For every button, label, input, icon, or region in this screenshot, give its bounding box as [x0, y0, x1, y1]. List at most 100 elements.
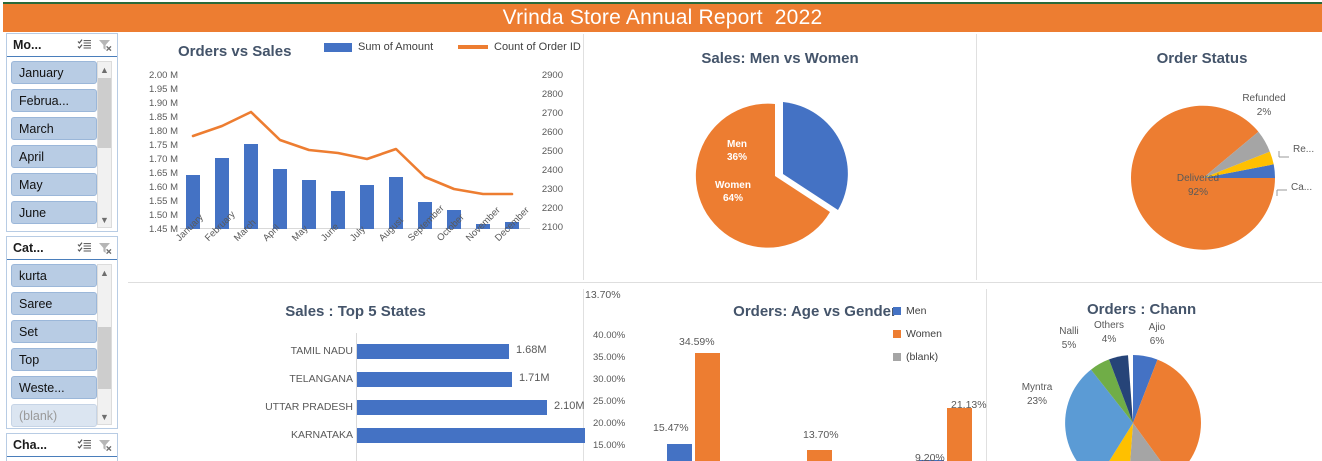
bar-january[interactable] [186, 175, 200, 229]
y-axis-left-tick: 2.00 M [148, 70, 178, 81]
panel-divider-horizontal [128, 282, 1322, 283]
bar-september[interactable] [418, 202, 432, 229]
bar-may[interactable] [302, 180, 316, 229]
clear-filter-icon[interactable] [98, 241, 113, 255]
pie-label-nalli-name: Nalli [1059, 326, 1079, 337]
slicer-item-april[interactable]: April [11, 145, 97, 168]
table-row[interactable]: TELANGANA 1.71M [128, 367, 583, 395]
slicer-item-blank[interactable]: (blank) [11, 404, 97, 427]
legend-women[interactable]: Women [893, 328, 942, 340]
bar-women-group3[interactable] [947, 408, 972, 461]
category-slicer-body[interactable]: kurta Saree Set Top Weste... (blank) ▲ ▼ [7, 260, 117, 429]
bar-men-group1[interactable] [667, 444, 692, 461]
bar-october[interactable] [447, 210, 461, 229]
slicer-item-western[interactable]: Weste... [11, 376, 97, 399]
month-slicer-scrollbar[interactable]: ▲ ▼ [97, 61, 112, 228]
table-row[interactable]: UTTAR PRADESH 2.10M [128, 395, 585, 423]
slicer-item-january[interactable]: January [11, 61, 97, 84]
pie-label-others-name: Others [1093, 320, 1124, 331]
bar-november[interactable] [476, 224, 490, 229]
pie-label-ajio-name: Ajio [1148, 322, 1166, 333]
pie-order-status[interactable] [1127, 72, 1322, 262]
pie-label-men-value: 36% [726, 152, 747, 163]
y-axis-line [356, 333, 357, 461]
bar-label-karnataka: KARNATAKA [290, 429, 353, 441]
x-axis-line [180, 228, 530, 229]
multi-select-icon[interactable] [77, 241, 92, 255]
pie-label-myntra-name: Myntra [1021, 382, 1053, 393]
slicer-item-may[interactable]: May [11, 173, 97, 196]
pie-label-men-name: Men [727, 139, 747, 150]
slicer-item-saree[interactable]: Saree [11, 292, 97, 315]
pie-orders-channel[interactable] [1055, 355, 1295, 461]
bar-december[interactable] [505, 222, 519, 229]
bar-tamil-nadu[interactable] [357, 344, 509, 359]
y-axis-right-tick: 2800 [541, 89, 563, 100]
month-slicer-title: Mo... [13, 38, 42, 52]
bar-march[interactable] [244, 144, 258, 229]
slicer-item-top[interactable]: Top [11, 348, 97, 371]
chevron-down-icon[interactable]: ▼ [98, 212, 111, 227]
bar-value-34-59: 34.59% [679, 336, 715, 348]
bar-value-uttar-pradesh: 2.10M [554, 400, 585, 412]
month-slicer-header: Mo... [7, 34, 117, 57]
bar-uttar-pradesh[interactable] [357, 400, 547, 415]
slicer-item-march[interactable]: March [11, 117, 97, 140]
category-slicer-title: Cat... [13, 241, 44, 255]
bar-women-group1[interactable] [695, 353, 720, 461]
chevron-up-icon[interactable]: ▲ [98, 62, 111, 77]
category-slicer-header: Cat... [7, 237, 117, 260]
legend-sum-of-amount[interactable]: Sum of Amount [324, 41, 433, 53]
month-slicer-body[interactable]: January Februa... March April May June ▲… [7, 57, 117, 232]
legend-blank[interactable]: (blank) [893, 351, 938, 363]
bar-july[interactable] [360, 185, 374, 229]
legend-label-blank: (blank) [906, 351, 939, 363]
chevron-up-icon[interactable]: ▲ [98, 265, 111, 280]
bar-label-tamil-nadu: TAMIL NADU [290, 345, 353, 357]
chart-orders-age-vs-gender[interactable]: Orders: Age vs Gender Men Women (blank) … [585, 289, 987, 461]
chevron-down-icon[interactable]: ▼ [98, 409, 111, 424]
slicer-item-kurta[interactable]: kurta [11, 264, 97, 287]
chart-sales-top5-states[interactable]: Sales : Top 5 States TAMIL NADU 1.68M TE… [128, 289, 635, 461]
multi-select-icon[interactable] [77, 438, 92, 452]
pie-label-returned: Re... [1293, 144, 1315, 155]
pie-men-vs-women[interactable] [679, 84, 879, 264]
chart-orders-channel[interactable]: Orders : Chann Nalli 5% Others 4% Ajio 6… [987, 289, 1322, 461]
bar-women-group2[interactable] [807, 450, 832, 461]
table-row[interactable]: KARNATAKA 2.65M [128, 423, 635, 451]
bar-august[interactable] [389, 177, 403, 229]
clear-filter-icon[interactable] [98, 438, 113, 452]
bar-value-13-70: 13.70% [803, 429, 839, 441]
bar-value-15-47: 15.47% [653, 422, 689, 434]
scroll-thumb[interactable] [98, 327, 111, 389]
legend-men[interactable]: Men [893, 305, 926, 317]
table-row[interactable]: TAMIL NADU 1.68M [128, 339, 583, 367]
chart-order-status[interactable]: Order Status Delivered 92% Refunded 2% R… [977, 34, 1322, 280]
bar-june[interactable] [331, 191, 345, 229]
category-slicer[interactable]: Cat... kurta Saree Set Top Weste... (bla… [6, 236, 118, 429]
scroll-thumb[interactable] [98, 78, 111, 148]
y-axis-tick: 40.00% [593, 330, 626, 341]
month-slicer[interactable]: Mo... January Februa... March April May … [6, 33, 118, 232]
bar-february[interactable] [215, 158, 229, 229]
pie-label-delivered: Delivered 92% [1153, 172, 1243, 200]
category-slicer-scrollbar[interactable]: ▲ ▼ [97, 264, 112, 425]
legend-count-of-order-id[interactable]: Count of Order ID [458, 41, 581, 53]
pie-label-women: Women 64% [703, 179, 763, 205]
slicer-item-june[interactable]: June [11, 201, 97, 224]
chart-sales-men-vs-women[interactable]: Sales: Men vs Women Men 36% Women 64% [585, 34, 975, 280]
clear-filter-icon[interactable] [98, 38, 113, 52]
chart-title-order-status: Order Status [1156, 50, 1248, 67]
y-axis-left-tick: 1.90 M [148, 98, 178, 109]
bar-karnataka[interactable] [357, 428, 597, 443]
channel-slicer[interactable]: Cha... [6, 433, 118, 461]
slicer-item-february[interactable]: Februa... [11, 89, 97, 112]
pie-label-others: Others 4% [1087, 319, 1131, 347]
y-axis-left-tick: 1.75 M [148, 140, 178, 151]
slicer-item-set[interactable]: Set [11, 320, 97, 343]
pie-label-women-name: Women [715, 180, 751, 191]
multi-select-icon[interactable] [77, 38, 92, 52]
bar-april[interactable] [273, 169, 287, 229]
chart-orders-vs-sales[interactable]: Orders vs Sales Sum of Amount Count of O… [128, 34, 583, 280]
bar-telangana[interactable] [357, 372, 512, 387]
